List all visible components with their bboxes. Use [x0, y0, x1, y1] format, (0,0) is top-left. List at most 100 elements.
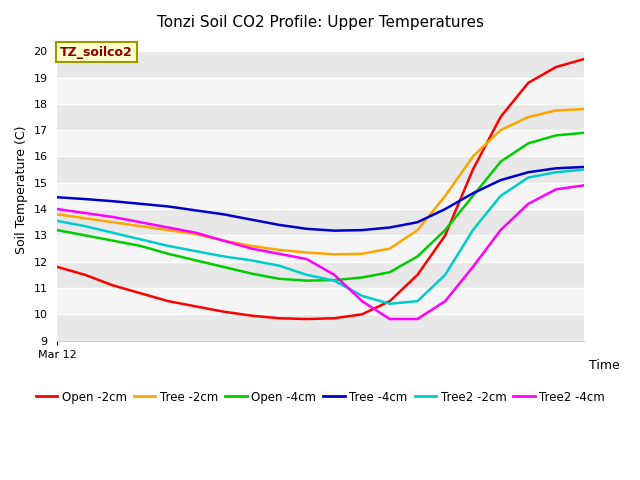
Bar	[58, 314, 584, 341]
Open -4cm	[164, 251, 172, 257]
Open -4cm	[469, 193, 477, 199]
Open -2cm	[358, 312, 366, 317]
Line: Tree2 -4cm: Tree2 -4cm	[58, 185, 584, 319]
Open -4cm	[303, 278, 310, 284]
Tree2 -4cm	[580, 182, 588, 188]
Open -4cm	[580, 130, 588, 136]
Tree -2cm	[358, 251, 366, 257]
Open -4cm	[386, 269, 394, 275]
Open -2cm	[54, 264, 61, 270]
Line: Tree -4cm: Tree -4cm	[58, 167, 584, 231]
Bar	[58, 104, 584, 130]
Tree -2cm	[524, 114, 532, 120]
Tree -2cm	[552, 108, 560, 113]
Open -2cm	[552, 64, 560, 70]
Open -4cm	[413, 253, 421, 259]
Y-axis label: Soil Temperature (C): Soil Temperature (C)	[15, 125, 28, 253]
Tree2 -4cm	[192, 230, 200, 236]
Open -2cm	[386, 298, 394, 304]
Tree -4cm	[442, 206, 449, 212]
Open -4cm	[358, 275, 366, 280]
Tree -4cm	[275, 222, 283, 228]
Tree2 -2cm	[54, 218, 61, 224]
Bar	[58, 288, 584, 314]
Tree -2cm	[497, 127, 504, 133]
Tree2 -4cm	[303, 256, 310, 262]
Tree2 -4cm	[54, 206, 61, 212]
Open -2cm	[275, 315, 283, 321]
Tree -2cm	[413, 227, 421, 233]
Tree -4cm	[137, 201, 145, 207]
Tree2 -4cm	[469, 264, 477, 270]
Tree -4cm	[552, 166, 560, 171]
Open -2cm	[303, 316, 310, 322]
Open -2cm	[192, 303, 200, 309]
Tree2 -2cm	[497, 193, 504, 199]
Tree2 -2cm	[192, 248, 200, 254]
Legend: Open -2cm, Tree -2cm, Open -4cm, Tree -4cm, Tree2 -2cm, Tree2 -4cm: Open -2cm, Tree -2cm, Open -4cm, Tree -4…	[31, 386, 610, 408]
Open -4cm	[497, 159, 504, 165]
Open -2cm	[164, 298, 172, 304]
Open -2cm	[81, 272, 89, 278]
Title: Tonzi Soil CO2 Profile: Upper Temperatures: Tonzi Soil CO2 Profile: Upper Temperatur…	[157, 15, 484, 30]
Open -4cm	[248, 271, 255, 276]
Tree -4cm	[413, 219, 421, 225]
Tree2 -4cm	[413, 316, 421, 322]
Open -4cm	[524, 141, 532, 146]
Tree2 -4cm	[442, 298, 449, 304]
Tree2 -2cm	[220, 253, 227, 259]
Open -2cm	[137, 290, 145, 296]
Open -4cm	[275, 276, 283, 282]
Tree2 -2cm	[386, 301, 394, 307]
Line: Tree2 -2cm: Tree2 -2cm	[58, 169, 584, 304]
Tree -4cm	[109, 198, 116, 204]
Line: Tree -2cm: Tree -2cm	[58, 109, 584, 254]
Line: Open -2cm: Open -2cm	[58, 59, 584, 319]
Tree -2cm	[164, 227, 172, 233]
Tree2 -2cm	[275, 263, 283, 268]
Tree2 -2cm	[303, 272, 310, 278]
Open -2cm	[524, 80, 532, 86]
Tree2 -4cm	[358, 298, 366, 304]
Tree2 -4cm	[81, 210, 89, 216]
Tree -2cm	[81, 216, 89, 221]
Tree -2cm	[275, 247, 283, 253]
Tree -4cm	[54, 194, 61, 200]
Tree2 -4cm	[109, 214, 116, 220]
Tree -4cm	[81, 196, 89, 202]
Bar	[58, 209, 584, 235]
Tree2 -2cm	[552, 169, 560, 175]
Tree2 -2cm	[442, 272, 449, 278]
Open -4cm	[330, 277, 338, 283]
Tree -2cm	[303, 250, 310, 255]
Tree -4cm	[192, 207, 200, 213]
Tree -4cm	[524, 169, 532, 175]
Tree2 -2cm	[469, 227, 477, 233]
Tree -4cm	[469, 191, 477, 196]
Tree -4cm	[330, 228, 338, 234]
Tree2 -2cm	[413, 298, 421, 304]
Tree2 -4cm	[497, 227, 504, 233]
Tree2 -4cm	[524, 201, 532, 207]
Open -4cm	[81, 232, 89, 238]
Open -4cm	[137, 243, 145, 249]
Open -2cm	[497, 114, 504, 120]
Bar	[58, 262, 584, 288]
Text: TZ_soilco2: TZ_soilco2	[60, 46, 132, 59]
Bar	[58, 156, 584, 183]
Tree2 -4cm	[220, 238, 227, 243]
Open -2cm	[442, 232, 449, 238]
Tree -2cm	[54, 212, 61, 217]
Tree2 -4cm	[137, 219, 145, 225]
Bar	[58, 235, 584, 262]
Tree -2cm	[220, 238, 227, 243]
Tree -4cm	[580, 164, 588, 170]
X-axis label: Time: Time	[589, 359, 620, 372]
Open -2cm	[413, 272, 421, 278]
Open -4cm	[552, 132, 560, 138]
Open -2cm	[469, 167, 477, 172]
Tree2 -4cm	[164, 225, 172, 230]
Bar	[58, 51, 584, 78]
Tree -2cm	[442, 193, 449, 199]
Tree -4cm	[497, 177, 504, 183]
